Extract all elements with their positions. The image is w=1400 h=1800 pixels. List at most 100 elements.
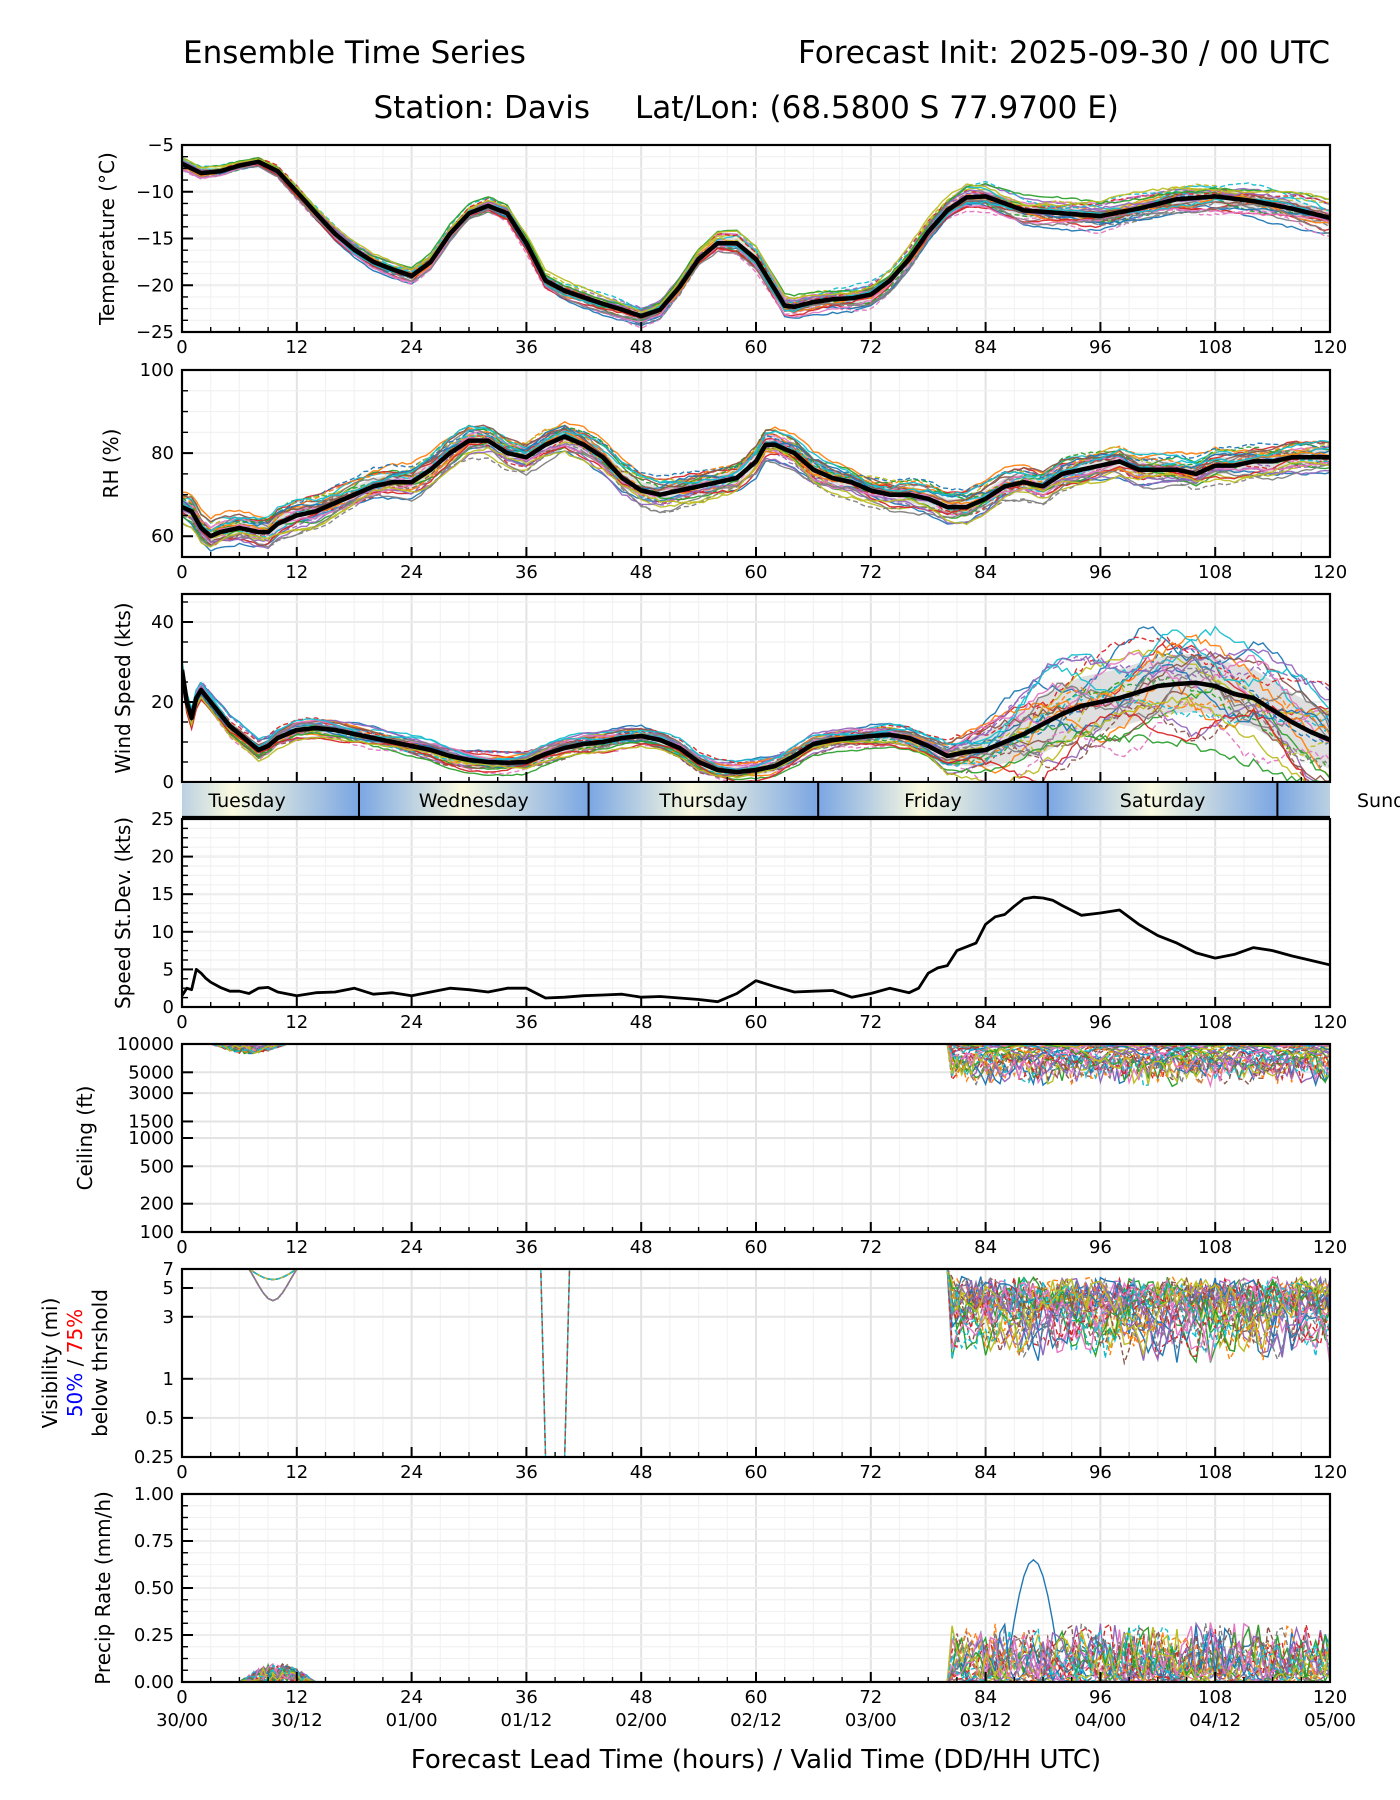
y-axis-label-thresholds: 50% / 75% bbox=[63, 1309, 87, 1417]
y-tick-label: −5 bbox=[147, 135, 174, 156]
ensemble-member-line bbox=[182, 1044, 1330, 1085]
plot-area-visibility bbox=[182, 1269, 1330, 1457]
x-tick-label: 120 bbox=[1313, 1687, 1347, 1708]
day-segment bbox=[182, 783, 359, 817]
ensemble-member-line bbox=[182, 1269, 1330, 1353]
y-tick-label: 3000 bbox=[128, 1083, 174, 1104]
x-tick-label: 60 bbox=[745, 1687, 768, 1708]
ensemble-member-line bbox=[182, 1269, 1330, 1364]
x-tick-label: 108 bbox=[1198, 1687, 1232, 1708]
ensemble-member-line bbox=[182, 159, 1330, 315]
ensemble-member-line bbox=[182, 441, 1330, 546]
x-tick-label: 96 bbox=[1089, 1012, 1112, 1033]
ensemble-member-line bbox=[182, 1044, 1330, 1080]
valid-time-label: 02/00 bbox=[615, 1710, 667, 1731]
ensemble-member-line bbox=[182, 1269, 1330, 1351]
y-tick-label: 3 bbox=[163, 1307, 174, 1328]
x-tick-label: 96 bbox=[1089, 1687, 1112, 1708]
ensemble-member-line bbox=[182, 445, 1330, 548]
y-tick-label: 100 bbox=[140, 360, 174, 381]
ensemble-member-line bbox=[182, 1623, 1330, 1682]
y-tick-label: 1.00 bbox=[134, 1484, 174, 1505]
x-tick-label: 108 bbox=[1198, 1462, 1232, 1483]
ensemble-member-line bbox=[182, 1625, 1330, 1682]
x-tick-label: 24 bbox=[400, 1012, 423, 1033]
y-tick-label: −20 bbox=[136, 275, 174, 296]
y-tick-label: 0.50 bbox=[134, 1578, 174, 1599]
ensemble-member-line bbox=[182, 626, 1330, 764]
ensemble-member-line bbox=[182, 1044, 1330, 1085]
y-tick-label: 0 bbox=[163, 772, 174, 793]
ensemble-member-line bbox=[182, 1044, 1330, 1087]
day-label: Tuesday bbox=[207, 790, 285, 812]
ensemble-member-line bbox=[182, 1625, 1330, 1682]
x-tick-label: 48 bbox=[630, 1012, 653, 1033]
x-axis-label: Forecast Lead Time (hours) / Valid Time … bbox=[411, 1745, 1101, 1775]
y-tick-label: 40 bbox=[151, 612, 174, 633]
y-axis-label: Visibility (mi) bbox=[38, 1298, 62, 1429]
panel-speed_stdev: 0 12 24 36 48 60 72 84 96 108 120 0 5 10 15 20 25 Speed S… bbox=[111, 809, 1347, 1033]
x-tick-label: 36 bbox=[515, 1462, 538, 1483]
x-tick-label: 96 bbox=[1089, 1462, 1112, 1483]
panel-temperature: 0 12 24 36 48 60 72 84 96 108 120 −25 −20 −15 −10 −5 Tem… bbox=[95, 135, 1347, 358]
panel-wind_speed: 0 20 40 Wind Speed (kts) bbox=[111, 592, 1332, 793]
y-tick-label: 10000 bbox=[117, 1034, 174, 1055]
ensemble-member-line bbox=[182, 158, 1330, 312]
valid-time-label: 01/00 bbox=[386, 1710, 438, 1731]
x-tick-label: 72 bbox=[859, 1687, 882, 1708]
x-tick-label: 84 bbox=[974, 337, 997, 358]
y-tick-label: 80 bbox=[151, 443, 174, 464]
plot-area-ceiling bbox=[182, 1044, 1330, 1089]
ensemble-member-line bbox=[182, 446, 1330, 548]
y-tick-label: 1 bbox=[163, 1369, 174, 1390]
ensemble-member-line bbox=[182, 1629, 1330, 1682]
day-segment bbox=[588, 783, 819, 817]
plot-area-speed_stdev bbox=[182, 895, 1330, 1004]
ensemble-member-line bbox=[182, 1044, 1330, 1089]
x-tick-label: 48 bbox=[630, 337, 653, 358]
ensemble-member-line bbox=[182, 1269, 1330, 1353]
x-tick-label: 24 bbox=[400, 562, 423, 583]
ensemble-member-line bbox=[182, 625, 1330, 763]
x-tick-label: 60 bbox=[745, 337, 768, 358]
x-tick-label: 84 bbox=[974, 562, 997, 583]
ensemble-member-line bbox=[182, 1044, 1330, 1087]
ensemble-mean-line bbox=[182, 434, 1330, 539]
x-tick-label: 24 bbox=[400, 1687, 423, 1708]
x-tick-label: 84 bbox=[974, 1237, 997, 1258]
y-tick-label: 200 bbox=[140, 1194, 174, 1215]
x-tick-label: 72 bbox=[859, 337, 882, 358]
ensemble-member-line bbox=[182, 1269, 1330, 1457]
x-tick-label: 0 bbox=[176, 1462, 187, 1483]
x-tick-label: 36 bbox=[515, 562, 538, 583]
x-tick-label: 12 bbox=[285, 1237, 308, 1258]
day-bar-segments bbox=[182, 783, 1330, 817]
valid-time-label: 03/00 bbox=[845, 1710, 897, 1731]
ensemble-member-line bbox=[182, 1269, 1330, 1349]
valid-time-label: 30/12 bbox=[271, 1710, 323, 1731]
ensemble-member-line bbox=[182, 1044, 1330, 1084]
y-tick-label: 0.00 bbox=[134, 1672, 174, 1693]
valid-time-label: 05/00 bbox=[1304, 1710, 1356, 1731]
x-tick-label: 60 bbox=[745, 1462, 768, 1483]
ensemble-member-line bbox=[182, 1622, 1330, 1682]
day-bar: Tuesday Wednesday Thursday Friday Saturday Su… bbox=[182, 783, 1400, 819]
panel-visibility: 0 12 24 36 48 60 72 84 96 108 120 0.25 0.5 1 3 57 Visibi… bbox=[38, 1259, 1347, 1483]
ensemble-member-line bbox=[182, 156, 1330, 314]
ensemble-member-line bbox=[182, 1269, 1330, 1357]
x-tick-label: 36 bbox=[515, 1237, 538, 1258]
x-tick-label: 48 bbox=[630, 1687, 653, 1708]
threshold-separator: / bbox=[63, 1353, 87, 1372]
stdev-line bbox=[182, 895, 1330, 1004]
plot-area-rh bbox=[182, 420, 1330, 552]
x-tick-label: 120 bbox=[1313, 1462, 1347, 1483]
y-tick-label: 5 bbox=[163, 959, 174, 980]
ensemble-member-line bbox=[182, 1629, 1330, 1682]
ensemble-member-line bbox=[182, 1269, 1330, 1363]
day-label: Thursday bbox=[658, 790, 747, 812]
y-tick-label: 1000 bbox=[128, 1128, 174, 1149]
y-axis-label: Precip Rate (mm/h) bbox=[91, 1491, 115, 1685]
plot-area-temperature bbox=[182, 156, 1330, 329]
x-tick-label: 12 bbox=[285, 1687, 308, 1708]
